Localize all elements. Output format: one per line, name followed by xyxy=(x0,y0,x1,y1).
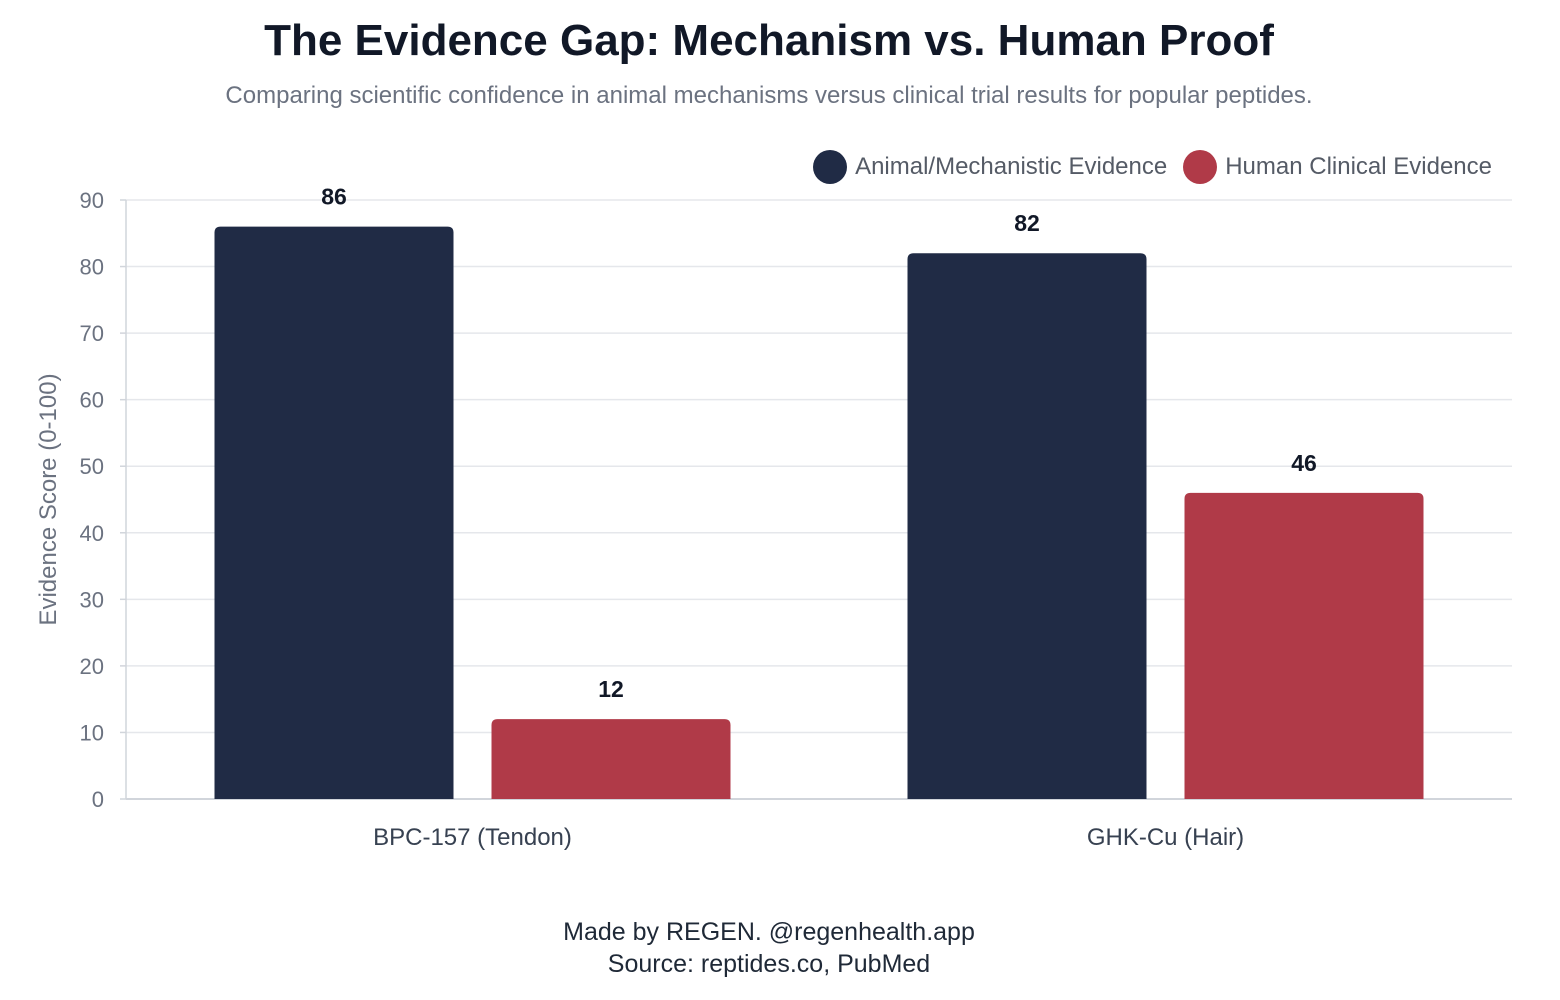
bar-human xyxy=(491,719,731,799)
legend-item-human: Human Clinical Evidence xyxy=(1183,150,1492,184)
legend-label-human: Human Clinical Evidence xyxy=(1225,153,1492,180)
y-tick-label: 40 xyxy=(80,521,104,546)
bar-animal xyxy=(907,253,1147,799)
y-axis-label: Evidence Score (0-100) xyxy=(35,373,62,625)
legend: Animal/Mechanistic Evidence Human Clinic… xyxy=(797,150,1492,184)
chart-title: The Evidence Gap: Mechanism vs. Human Pr… xyxy=(264,16,1274,65)
y-tick-label: 70 xyxy=(80,321,104,346)
y-tick-label: 20 xyxy=(80,654,104,679)
y-tick-label: 0 xyxy=(92,787,104,812)
footer-credit: Made by REGEN. @regenhealth.app xyxy=(563,918,975,946)
footer-source: Source: reptides.co, PubMed xyxy=(607,950,931,978)
bar-human xyxy=(1184,492,1424,799)
legend-label-animal: Animal/Mechanistic Evidence xyxy=(855,153,1168,180)
y-tick-label: 10 xyxy=(80,720,104,745)
data-label: 46 xyxy=(1291,450,1317,476)
legend-swatch-human xyxy=(1183,150,1218,184)
footer: Made by REGEN. @regenhealth.app Source: … xyxy=(0,916,1538,980)
y-tick-label: 90 xyxy=(80,188,104,213)
y-tick-label: 50 xyxy=(80,454,104,479)
chart-subtitle: Comparing scientific confidence in anima… xyxy=(225,82,1313,109)
bar-chart: 0 10 20 30 40 50 60 70 80 90 Evidence Score (0-100… xyxy=(35,184,1512,851)
legend-swatch-animal xyxy=(813,150,848,184)
data-label: 86 xyxy=(321,184,347,210)
x-tick-label: GHK-Cu (Hair) xyxy=(1087,824,1244,851)
legend-item-animal: Animal/Mechanistic Evidence xyxy=(813,150,1167,184)
y-tick-label: 80 xyxy=(80,255,104,280)
y-tick-label: 60 xyxy=(80,388,104,413)
y-tick-label: 30 xyxy=(80,587,104,612)
x-tick-label: BPC-157 (Tendon) xyxy=(373,824,572,851)
data-label: 12 xyxy=(598,676,624,702)
bar-animal xyxy=(214,226,454,800)
data-label: 82 xyxy=(1014,210,1040,236)
